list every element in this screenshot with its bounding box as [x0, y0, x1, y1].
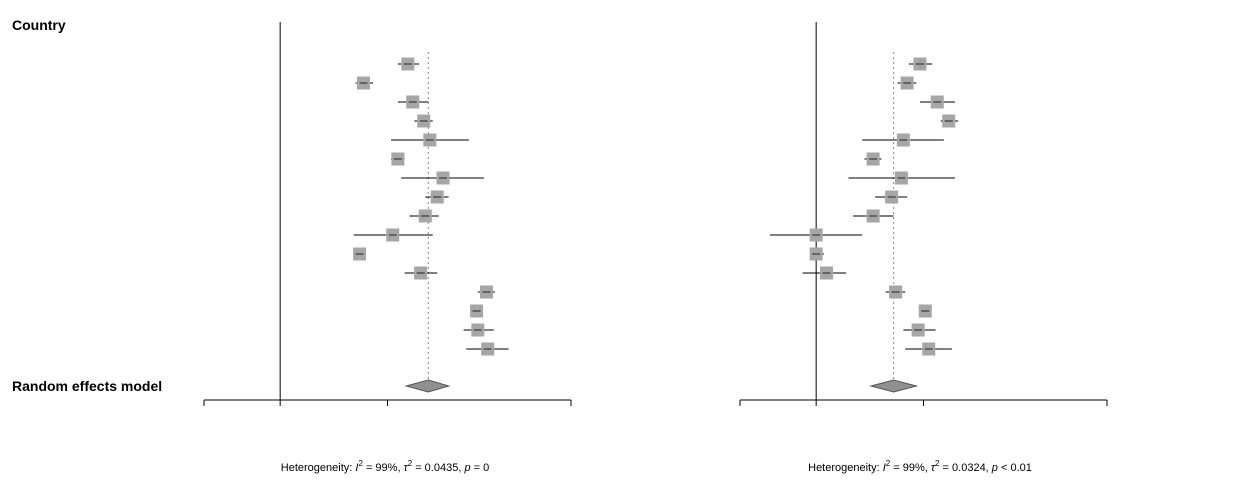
forest-row — [466, 342, 509, 356]
tau2-value: = 0.0435, — [412, 462, 464, 474]
forest-row — [353, 228, 433, 242]
forest-row — [414, 114, 433, 128]
forest-row — [391, 152, 405, 166]
het-prefix: Heterogeneity: — [281, 462, 356, 474]
forest-row — [477, 285, 495, 299]
tau2-superscript: 2 — [935, 459, 940, 468]
i2-symbol: I — [883, 462, 886, 474]
forest-row — [463, 323, 494, 337]
tau2-value: = 0.0324, — [940, 462, 992, 474]
forest-row — [809, 247, 824, 261]
forest-row — [853, 209, 894, 223]
forest-row — [470, 304, 484, 318]
forest-row — [864, 152, 882, 166]
forest-row — [397, 95, 429, 109]
forest-row — [770, 228, 863, 242]
p-symbol: p — [463, 462, 470, 474]
forest-row — [848, 171, 956, 185]
tau2-symbol: τ — [404, 462, 409, 474]
forest-row — [918, 304, 932, 318]
random-effects-label: Random effects model — [12, 378, 162, 394]
forest-row — [409, 209, 439, 223]
forest-row — [905, 342, 952, 356]
forest-row — [397, 57, 420, 71]
summary-diamond — [869, 379, 919, 393]
panels: Heterogeneity: I2 = 99%, τ2 = 0.0435, p … — [203, 22, 1108, 474]
i2-superscript: 2 — [358, 459, 363, 468]
forest-panel-2: Heterogeneity: I2 = 99%, τ2 = 0.0324, p … — [739, 22, 1108, 474]
i2-value: = 99%, — [363, 462, 404, 474]
forest-row — [908, 57, 933, 71]
i2-symbol: I — [355, 462, 358, 474]
forest-row — [401, 171, 485, 185]
forest-row — [885, 285, 906, 299]
forest-row — [897, 76, 917, 90]
country-header: Country — [12, 17, 66, 33]
forest-row — [353, 247, 367, 261]
forest-row — [903, 323, 936, 337]
i2-value: = 99%, — [890, 462, 931, 474]
p-value: < 0.01 — [998, 462, 1032, 474]
heterogeneity-text: Heterogeneity: I2 = 99%, τ2 = 0.0324, p … — [808, 459, 1032, 474]
tau2-superscript: 2 — [408, 459, 413, 468]
p-value: = 0 — [471, 462, 490, 474]
summary-diamond — [404, 379, 451, 393]
het-prefix: Heterogeneity: — [808, 462, 883, 474]
forest-row — [391, 133, 469, 147]
forest-panel-1: Heterogeneity: I2 = 99%, τ2 = 0.0435, p … — [203, 22, 572, 474]
forest-row — [940, 114, 959, 128]
forest-row — [919, 95, 956, 109]
forest-row — [875, 190, 908, 204]
forest-row — [862, 133, 944, 147]
i2-superscript: 2 — [886, 459, 891, 468]
forest-row — [425, 190, 449, 204]
tau2-symbol: τ — [931, 462, 936, 474]
forest-row — [355, 76, 373, 90]
forest-row — [802, 266, 847, 280]
forest-row — [404, 266, 438, 280]
p-symbol: p — [991, 462, 998, 474]
heterogeneity-text: Heterogeneity: I2 = 99%, τ2 = 0.0435, p … — [281, 459, 489, 474]
